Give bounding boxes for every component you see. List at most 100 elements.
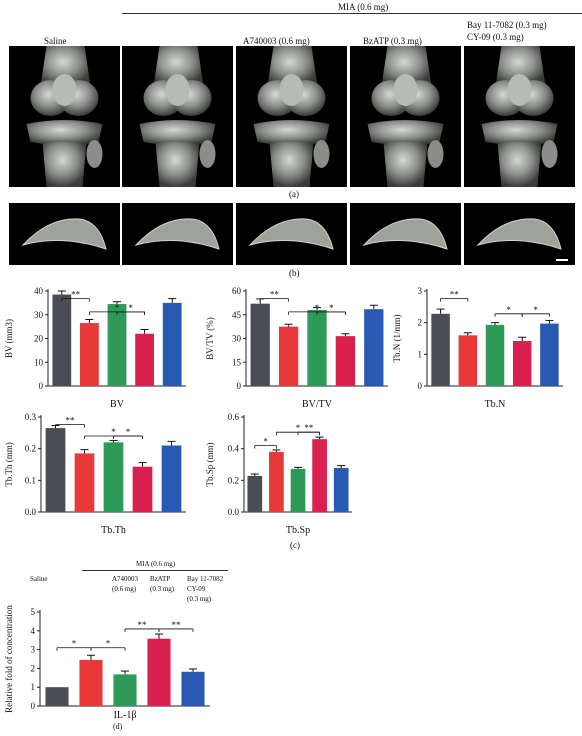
d-label-bay: Bay 11-7082 <box>187 575 224 583</box>
knee-3d-images <box>9 46 582 187</box>
label-saline: Saline <box>44 36 67 46</box>
mia-group-header: MIA (0.6 mg) <box>338 2 389 12</box>
significance-label: ** <box>71 290 81 300</box>
femur-shaft <box>381 46 432 86</box>
bone-slice <box>248 218 334 250</box>
d-label-cy09-dose: (0.3 mg) <box>187 595 212 603</box>
x-axis-label: Tb.Sp <box>286 525 310 536</box>
bar <box>364 309 384 386</box>
significance-label: * <box>115 303 120 313</box>
y-tick-label: 0 <box>39 381 44 391</box>
y-axis-label: Tb.Sp (mm) <box>205 442 215 486</box>
bar <box>269 451 284 512</box>
significance-label: * <box>506 305 511 315</box>
y-tick-label: 0.3 <box>25 412 37 422</box>
caption-c: (c) <box>290 540 300 550</box>
y-tick-label: 0 <box>31 701 36 711</box>
y-tick-label: 3 <box>31 645 36 655</box>
tibia-shaft <box>269 142 314 187</box>
bone-slice <box>21 218 107 250</box>
y-tick-label: 10 <box>34 357 44 367</box>
d-label-cy09: CY-09 <box>187 585 206 593</box>
y-axis-label: Tb.N (1/mm) <box>392 315 402 363</box>
y-axis-label: BV (mm3) <box>4 319 14 358</box>
patella <box>52 74 77 106</box>
d-label-bzatp-dose: (0.3 mg) <box>150 585 175 593</box>
y-tick-label: 2 <box>31 663 36 673</box>
chart-tbth: 0.00.10.20.3Tb.Th (mm)Tb.Th*** * <box>4 412 186 536</box>
y-tick-label: 4 <box>31 626 36 636</box>
significance-label: * <box>106 639 111 649</box>
label-bay: Bay 11-7082 (0.3 mg) <box>467 20 547 30</box>
x-axis-label: Tb.N <box>485 399 506 410</box>
knee-image-strip <box>9 46 575 187</box>
significance-label: ** <box>450 290 460 300</box>
slice-panels <box>9 203 575 265</box>
scale-bar <box>556 259 568 261</box>
bar <box>135 333 154 386</box>
bar <box>107 304 127 386</box>
bar <box>113 674 137 706</box>
caption-d: (d) <box>113 722 123 731</box>
bone-slice <box>134 218 220 250</box>
bone-slice <box>476 218 562 250</box>
y-tick-label: 0.0 <box>228 507 240 517</box>
bar <box>458 335 478 386</box>
significance-label: ** <box>304 423 314 433</box>
bar <box>278 326 299 386</box>
y-tick-label: 0.4 <box>228 444 240 454</box>
label-cy09: CY-09 (0.3 mg) <box>467 32 524 42</box>
fibula <box>541 140 558 168</box>
y-tick-label: 60 <box>232 286 242 296</box>
label-bzatp: BzATP (0.3 mg) <box>363 36 422 46</box>
significance-label: ** <box>172 620 182 630</box>
y-axis-label: Tb.Th (mm) <box>4 442 14 487</box>
bar <box>52 294 72 386</box>
femur-shaft <box>267 46 318 86</box>
y-tick-label: 3 <box>418 286 423 296</box>
bar <box>290 468 306 512</box>
bar <box>485 324 505 386</box>
y-tick-label: 15 <box>232 357 242 367</box>
significance-label: * <box>111 427 116 437</box>
bar <box>431 313 450 386</box>
significance-label: * <box>296 423 301 433</box>
patella <box>165 74 190 106</box>
tibia-shaft <box>155 142 200 187</box>
bar <box>161 445 182 512</box>
y-axis-label: Relative fold of concentration <box>4 605 14 713</box>
bar <box>335 336 356 386</box>
significance-label: * <box>534 305 539 315</box>
d-mia-header: MIA (0.6 mg) <box>136 560 176 568</box>
label-a740003: A740003 (0.6 mg) <box>243 36 310 46</box>
bar <box>307 310 327 386</box>
y-tick-label: 0.6 <box>228 412 240 422</box>
tibia-shaft <box>383 142 428 187</box>
x-axis-label: Tb.Th <box>101 525 126 536</box>
y-tick-label: 30 <box>34 310 44 320</box>
mia-group-line <box>122 13 582 14</box>
femur-shaft <box>495 46 546 86</box>
y-tick-label: 0 <box>237 381 242 391</box>
bar <box>132 466 153 512</box>
d-label-a740003-dose: (0.6 mg) <box>112 585 137 593</box>
y-tick-label: 1 <box>418 349 423 359</box>
bar <box>250 303 270 386</box>
bar <box>79 659 103 706</box>
tibial-plateau <box>139 120 216 145</box>
x-axis-label: BV/TV <box>302 399 333 410</box>
bar <box>181 671 205 706</box>
fibula <box>86 140 103 168</box>
bar <box>247 475 263 512</box>
femur-shaft <box>153 46 204 86</box>
patella <box>279 74 304 106</box>
fibula <box>313 140 330 168</box>
bar <box>540 323 559 386</box>
knee-panels <box>9 46 575 187</box>
x-axis-label: IL-1β <box>114 710 137 721</box>
bar <box>312 439 327 512</box>
fibula <box>199 140 216 168</box>
